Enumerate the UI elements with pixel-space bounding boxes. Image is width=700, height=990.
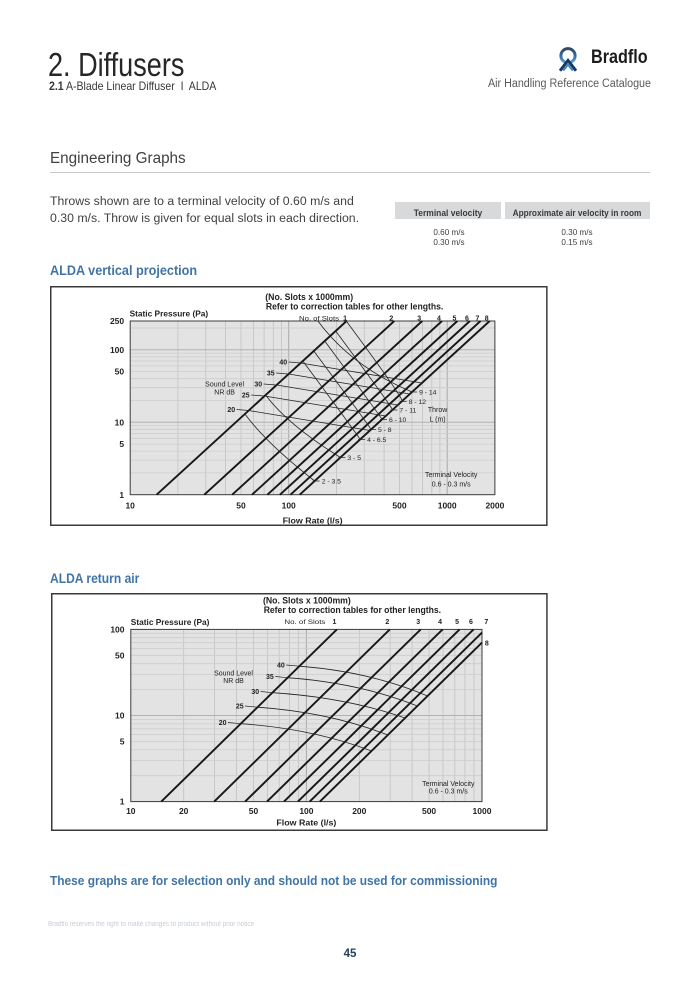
svg-text:6: 6 (469, 619, 473, 626)
svg-text:30: 30 (255, 382, 263, 389)
svg-text:250: 250 (110, 316, 124, 326)
svg-text:200: 200 (352, 806, 366, 816)
svg-text:4: 4 (437, 316, 441, 323)
svg-text:L (m): L (m) (430, 416, 446, 423)
svg-text:10: 10 (115, 417, 125, 427)
svg-text:40: 40 (277, 663, 285, 670)
svg-text:3 - 5: 3 - 5 (348, 455, 362, 462)
svg-text:1000: 1000 (473, 806, 492, 816)
svg-text:Static Pressure (Pa): Static Pressure (Pa) (131, 617, 210, 627)
svg-text:6: 6 (465, 316, 469, 323)
svg-text:20: 20 (228, 407, 236, 414)
svg-text:2000: 2000 (486, 500, 505, 510)
svg-text:1: 1 (120, 490, 125, 500)
svg-text:3: 3 (418, 316, 422, 323)
svg-text:500: 500 (393, 500, 407, 510)
svg-text:Throw: Throw (428, 407, 448, 414)
svg-text:2: 2 (385, 619, 389, 626)
svg-text:1: 1 (344, 316, 348, 323)
svg-text:1000: 1000 (438, 500, 457, 510)
svg-text:NR dB: NR dB (223, 678, 244, 685)
svg-text:4: 4 (438, 619, 442, 626)
svg-text:0.6 - 0.3 m/s: 0.6 - 0.3 m/s (432, 481, 471, 488)
svg-text:5: 5 (453, 316, 457, 323)
svg-text:No. of Slots: No. of Slots (284, 619, 326, 626)
svg-text:Refer to correction tables for: Refer to correction tables for other len… (266, 302, 443, 312)
svg-text:10: 10 (115, 711, 125, 721)
svg-text:30: 30 (251, 689, 259, 696)
svg-text:(No. Slots x 1000mm): (No. Slots x 1000mm) (263, 596, 351, 606)
svg-text:100: 100 (110, 625, 124, 635)
svg-text:5: 5 (120, 736, 125, 746)
svg-text:0.6 - 0.3 m/s: 0.6 - 0.3 m/s (429, 788, 468, 795)
svg-text:5 - 8: 5 - 8 (378, 427, 392, 434)
svg-text:Flow Rate (l/s): Flow Rate (l/s) (276, 818, 336, 828)
svg-text:25: 25 (236, 704, 244, 711)
svg-text:3: 3 (416, 619, 420, 626)
svg-text:Flow Rate (l/s): Flow Rate (l/s) (283, 515, 343, 525)
svg-text:No. of Slots: No. of Slots (299, 316, 340, 323)
svg-text:35: 35 (267, 371, 275, 378)
svg-text:8: 8 (485, 641, 489, 648)
svg-text:10: 10 (126, 500, 136, 510)
svg-text:50: 50 (249, 806, 259, 816)
svg-text:35: 35 (266, 674, 274, 681)
svg-text:NR dB: NR dB (215, 390, 236, 397)
svg-text:7: 7 (484, 619, 488, 626)
svg-text:6 - 10: 6 - 10 (389, 417, 407, 424)
svg-text:Terminal Velocity: Terminal Velocity (425, 472, 478, 479)
svg-text:100: 100 (110, 345, 124, 355)
svg-text:5: 5 (120, 439, 125, 449)
svg-text:40: 40 (280, 360, 288, 367)
svg-text:8: 8 (485, 316, 489, 323)
svg-text:Sound Level: Sound Level (206, 382, 245, 389)
svg-text:50: 50 (115, 650, 125, 660)
svg-text:Terminal Velocity: Terminal Velocity (422, 781, 475, 788)
svg-text:50: 50 (237, 500, 247, 510)
svg-text:2: 2 (390, 316, 394, 323)
svg-text:Refer to correction tables for: Refer to correction tables for other len… (264, 605, 441, 615)
svg-text:25: 25 (242, 393, 250, 400)
svg-text:500: 500 (422, 806, 436, 816)
svg-text:Sound Level: Sound Level (214, 671, 253, 678)
svg-text:7 - 11: 7 - 11 (400, 407, 417, 414)
svg-text:50: 50 (115, 367, 125, 377)
svg-text:20: 20 (179, 806, 189, 816)
svg-text:1: 1 (332, 619, 336, 626)
svg-text:8 - 12: 8 - 12 (409, 399, 427, 406)
svg-text:7: 7 (476, 316, 480, 323)
svg-text:5: 5 (455, 619, 459, 626)
svg-text:10: 10 (126, 806, 136, 816)
svg-text:9 - 14: 9 - 14 (419, 389, 437, 396)
svg-text:100: 100 (299, 806, 313, 816)
svg-text:4 - 6.5: 4 - 6.5 (367, 437, 386, 444)
svg-text:1: 1 (120, 797, 125, 807)
svg-text:(No. Slots x 1000mm): (No. Slots x 1000mm) (266, 292, 354, 302)
svg-text:2 - 3.5: 2 - 3.5 (322, 478, 341, 485)
svg-text:100: 100 (282, 500, 296, 510)
svg-text:20: 20 (219, 720, 227, 727)
svg-text:Static Pressure (Pa): Static Pressure (Pa) (130, 309, 209, 319)
